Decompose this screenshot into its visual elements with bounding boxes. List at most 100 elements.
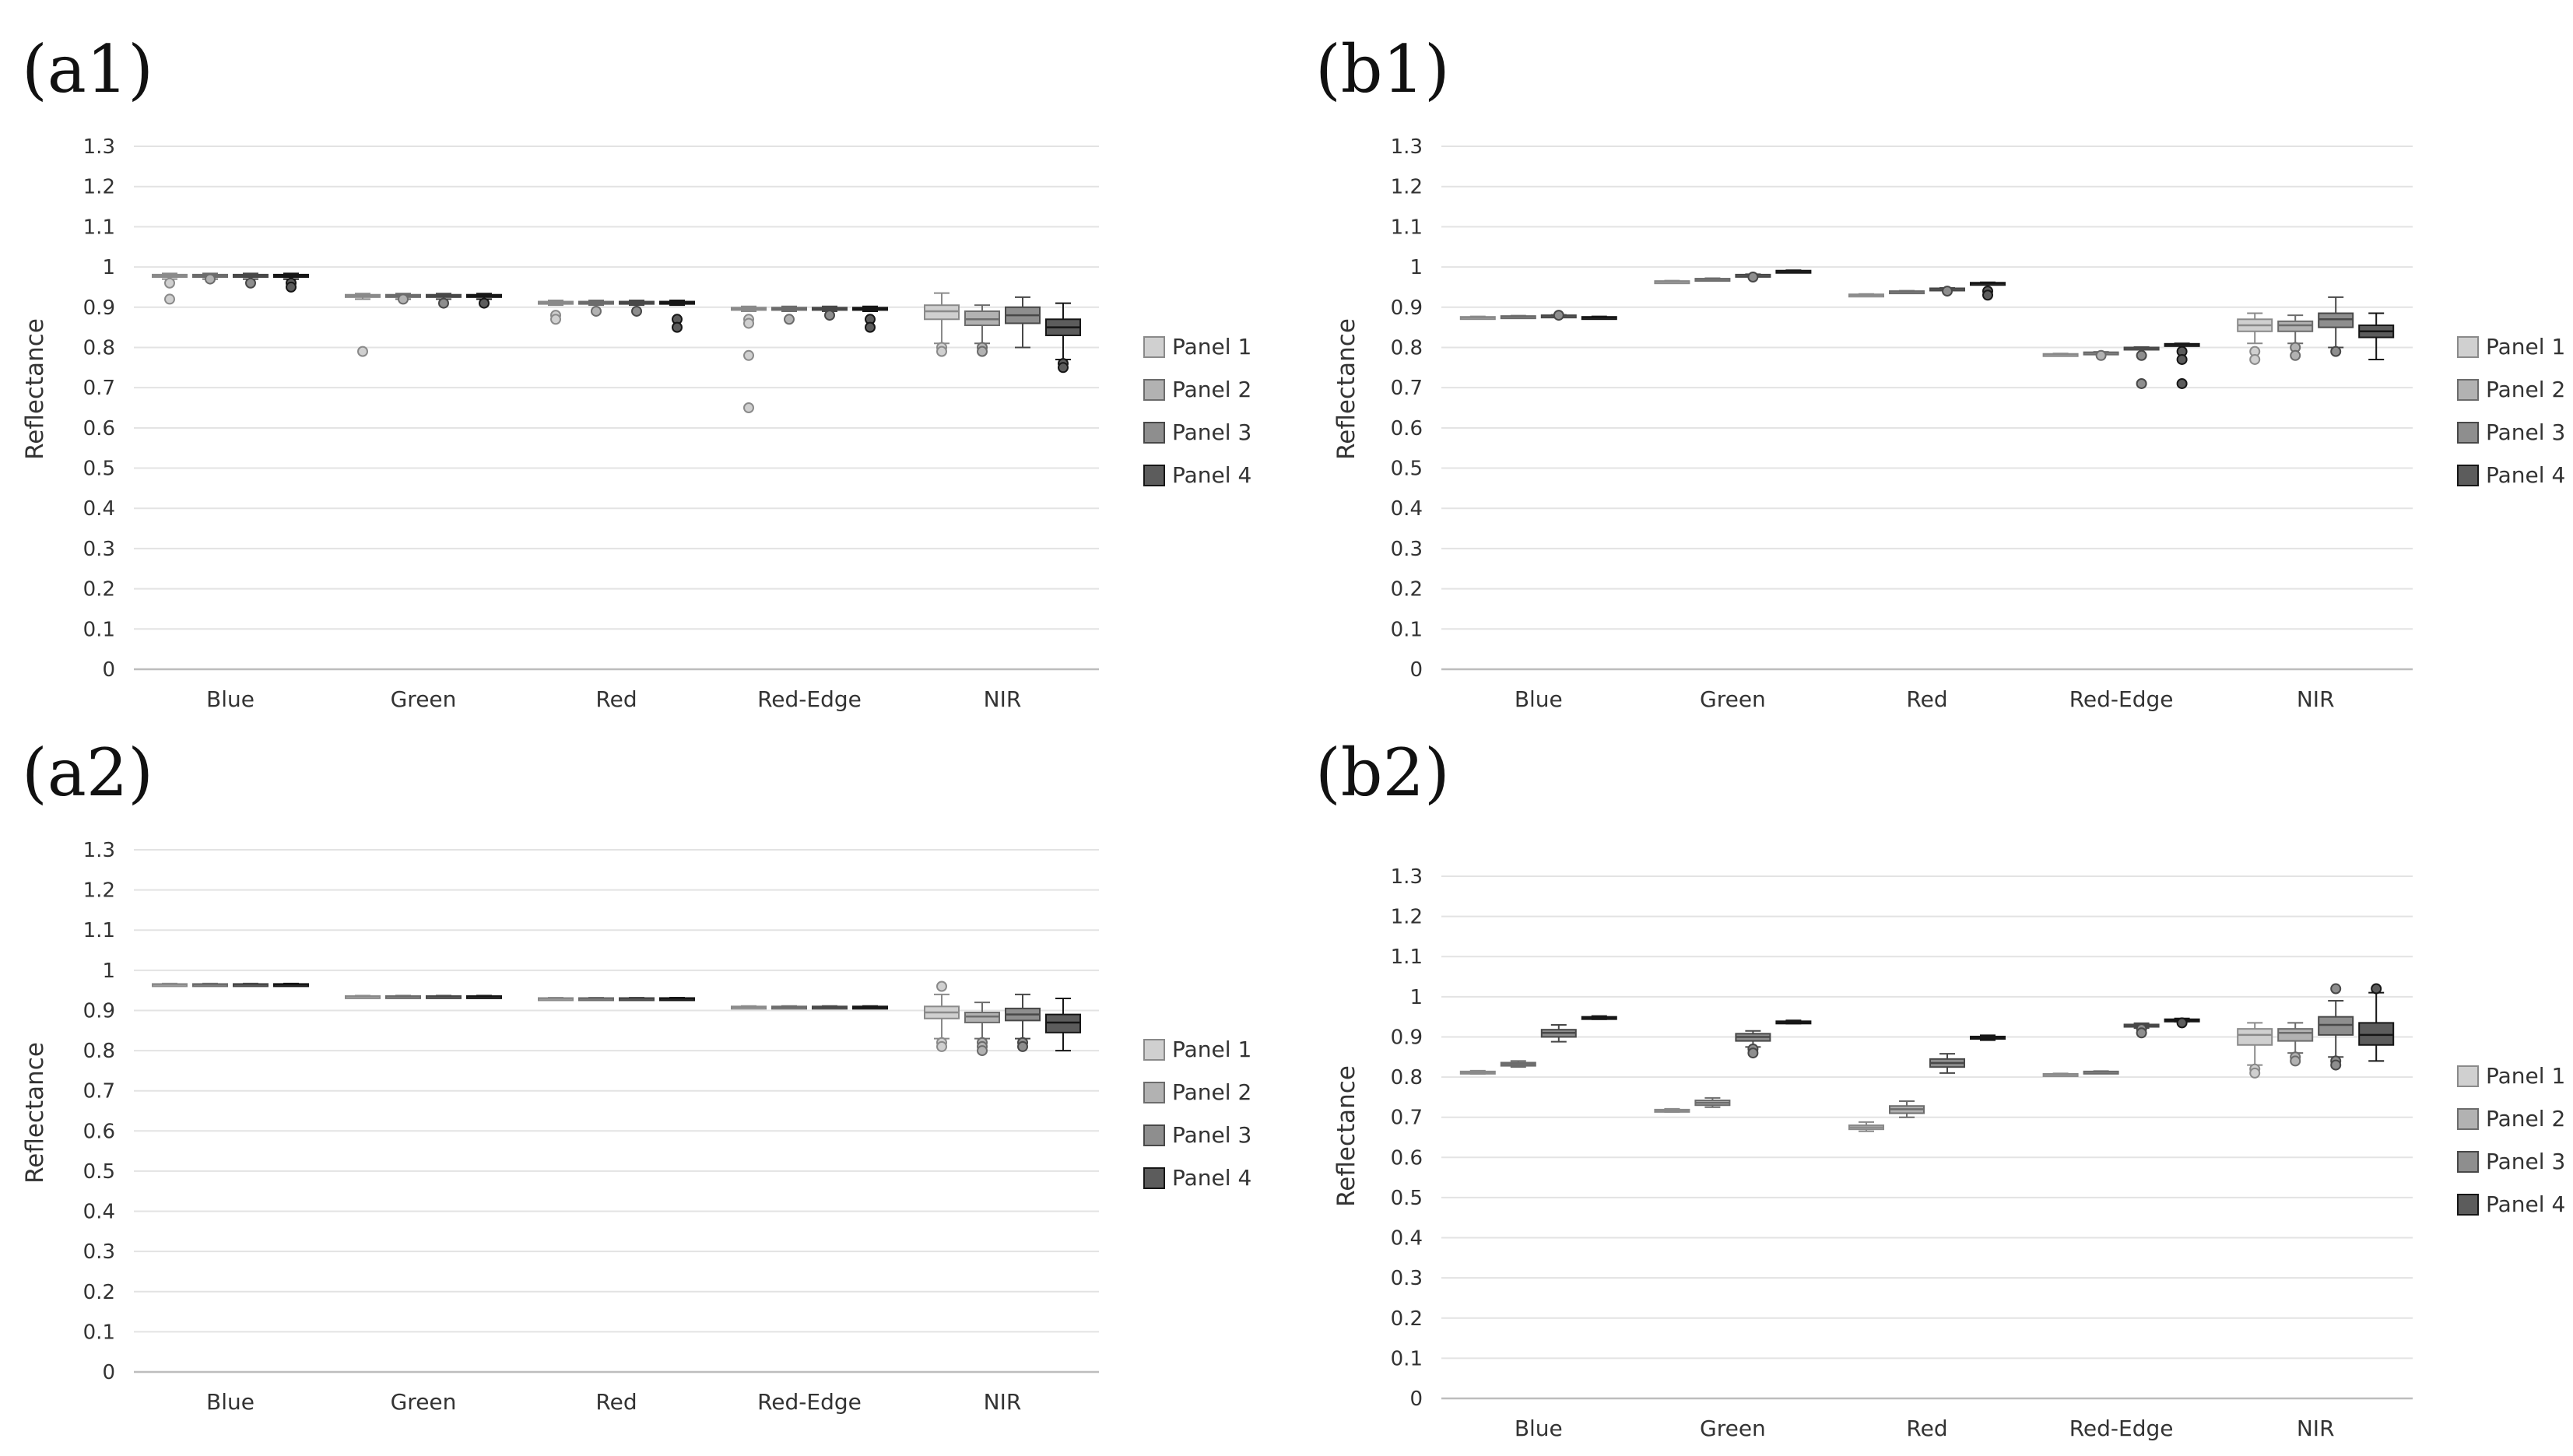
x-tick-label: Green xyxy=(1700,686,1766,712)
box-iqr xyxy=(964,310,1000,327)
x-tick-label: Red xyxy=(595,1389,637,1415)
box-panel-3-green xyxy=(1735,1030,1771,1059)
outlier-point xyxy=(2371,983,2382,995)
y-tick-label: 0.7 xyxy=(83,377,115,400)
x-tick-label: Red-Edge xyxy=(757,1389,862,1415)
outlier-point xyxy=(2330,983,2342,995)
outlier-point xyxy=(743,402,754,413)
y-tick-label: 0.2 xyxy=(83,1281,115,1304)
y-tick-label: 0.5 xyxy=(83,1160,115,1184)
outlier-point xyxy=(438,297,449,309)
outlier-point xyxy=(824,310,835,321)
y-tick-label: 0.6 xyxy=(83,417,115,440)
outlier-point xyxy=(205,273,216,285)
box-iqr xyxy=(924,304,960,321)
y-tick-label: 0.3 xyxy=(83,1240,115,1264)
y-tick-label: 1.1 xyxy=(1391,946,1423,969)
legend-swatch xyxy=(2457,1194,2479,1216)
outlier-point xyxy=(743,349,754,361)
box-panel-4-red xyxy=(1970,281,2006,301)
chart-b2: (b2) 0 0.1 0.2 0.3 0.4 0.5 0.6 0.7 0.8 0.9 1 1.1 1.2 1… xyxy=(1315,735,2565,1441)
y-tick-label: 1.2 xyxy=(1391,176,1423,199)
x-tick-label: Red xyxy=(1906,686,1947,712)
outlier-point xyxy=(977,1045,988,1057)
y-tick-label: 0.7 xyxy=(83,1080,115,1103)
outlier-point xyxy=(164,277,175,289)
x-tick-label: Red-Edge xyxy=(2069,686,2174,712)
box-panel-4-green xyxy=(466,293,502,309)
y-tick-label: 0.5 xyxy=(83,458,115,481)
box-panel-4-green xyxy=(1775,269,1812,274)
y-tick-label: 0 xyxy=(102,1361,115,1384)
legend-label: Panel 1 xyxy=(2486,334,2565,360)
box-panel-4-blue xyxy=(273,982,309,988)
chart-a2: (a2) 0 0.1 0.2 0.3 0.4 0.5 0.6 0.7 0.8 0.9 1 1.1 1.2 1… xyxy=(21,735,1251,1415)
box-panel-2-red-edge xyxy=(2083,349,2119,361)
box-panel-4-nir xyxy=(2358,983,2395,1062)
legend-swatch xyxy=(2457,1065,2479,1087)
y-tick-label: 0.1 xyxy=(83,618,115,641)
legend-label: Panel 4 xyxy=(2486,462,2565,488)
y-tick-label: 0.2 xyxy=(1391,578,1423,602)
x-tick-label: NIR xyxy=(2297,1416,2335,1441)
box-panel-2-red-edge xyxy=(771,305,807,325)
y-tick-label: 1.3 xyxy=(1391,135,1423,159)
x-tick-label: NIR xyxy=(984,686,1022,712)
box-panel-4-red xyxy=(659,299,695,333)
box-iqr xyxy=(2318,312,2354,328)
box-panel-3-nir xyxy=(2318,983,2354,1071)
legend-swatch xyxy=(1143,422,1165,444)
y-tick-label: 1.1 xyxy=(1391,216,1423,239)
box-iqr xyxy=(2277,320,2314,332)
outlier-point xyxy=(784,314,795,325)
box-panel-2-blue xyxy=(192,982,228,988)
box-panel-3-blue xyxy=(1540,310,1577,321)
legend-swatch xyxy=(1143,1039,1165,1061)
box-panel-1-nir xyxy=(924,292,960,357)
box-panel-2-red xyxy=(578,299,614,317)
y-tick-label: 1.2 xyxy=(83,879,115,903)
box-panel-2-red xyxy=(1889,1100,1925,1118)
y-tick-label: 1.3 xyxy=(1391,865,1423,889)
y-tick-label: 1.3 xyxy=(83,839,115,862)
box-panel-1-red-edge xyxy=(2042,353,2079,357)
x-tick-label: Blue xyxy=(206,1389,254,1415)
box-panel-3-blue xyxy=(1540,1023,1577,1043)
box-panel-2-nir xyxy=(964,304,1000,357)
y-tick-label: 0.9 xyxy=(83,296,115,320)
box-panel-3-blue xyxy=(233,982,269,988)
outlier-point xyxy=(936,346,947,357)
box-panel-4-blue xyxy=(273,272,309,293)
outlier-point xyxy=(2249,1067,2261,1079)
legend-label: Panel 4 xyxy=(1172,462,1251,488)
y-tick-label: 0.4 xyxy=(83,1201,115,1224)
box-iqr xyxy=(2358,1022,2395,1046)
box-panel-2-nir xyxy=(964,1002,1000,1057)
outlier-point xyxy=(2136,1027,2147,1039)
outlier-point xyxy=(2249,353,2261,365)
box-panel-3-red xyxy=(619,996,655,1002)
y-tick-label: 0.5 xyxy=(1391,458,1423,481)
y-tick-label: 1.3 xyxy=(83,135,115,159)
outlier-point xyxy=(245,277,256,289)
outlier-point xyxy=(2330,346,2342,357)
y-tick-label: 1 xyxy=(1409,986,1423,1009)
outlier-point xyxy=(2176,1017,2188,1029)
box-panel-4-blue xyxy=(1581,315,1617,321)
x-tick-label: NIR xyxy=(984,1389,1022,1415)
box-panel-1-red-edge xyxy=(731,305,767,413)
y-tick-label: 0.4 xyxy=(83,497,115,521)
y-tick-label: 1.1 xyxy=(83,216,115,239)
legend-label: Panel 4 xyxy=(2486,1191,2565,1217)
box-panel-3-red xyxy=(1929,1053,1965,1074)
y-tick-label: 0.4 xyxy=(1391,497,1423,521)
y-tick-label: 0.1 xyxy=(1391,1347,1423,1370)
y-tick-label: 0.8 xyxy=(83,1040,115,1063)
box-panel-4-green xyxy=(1775,1019,1812,1025)
x-tick-label: Red-Edge xyxy=(757,686,862,712)
legend-label: Panel 1 xyxy=(2486,1063,2565,1089)
box-panel-4-nir xyxy=(1045,302,1081,374)
y-axis-title: Reflectance xyxy=(1332,1065,1360,1207)
box-panel-4-red-edge xyxy=(2164,342,2200,389)
